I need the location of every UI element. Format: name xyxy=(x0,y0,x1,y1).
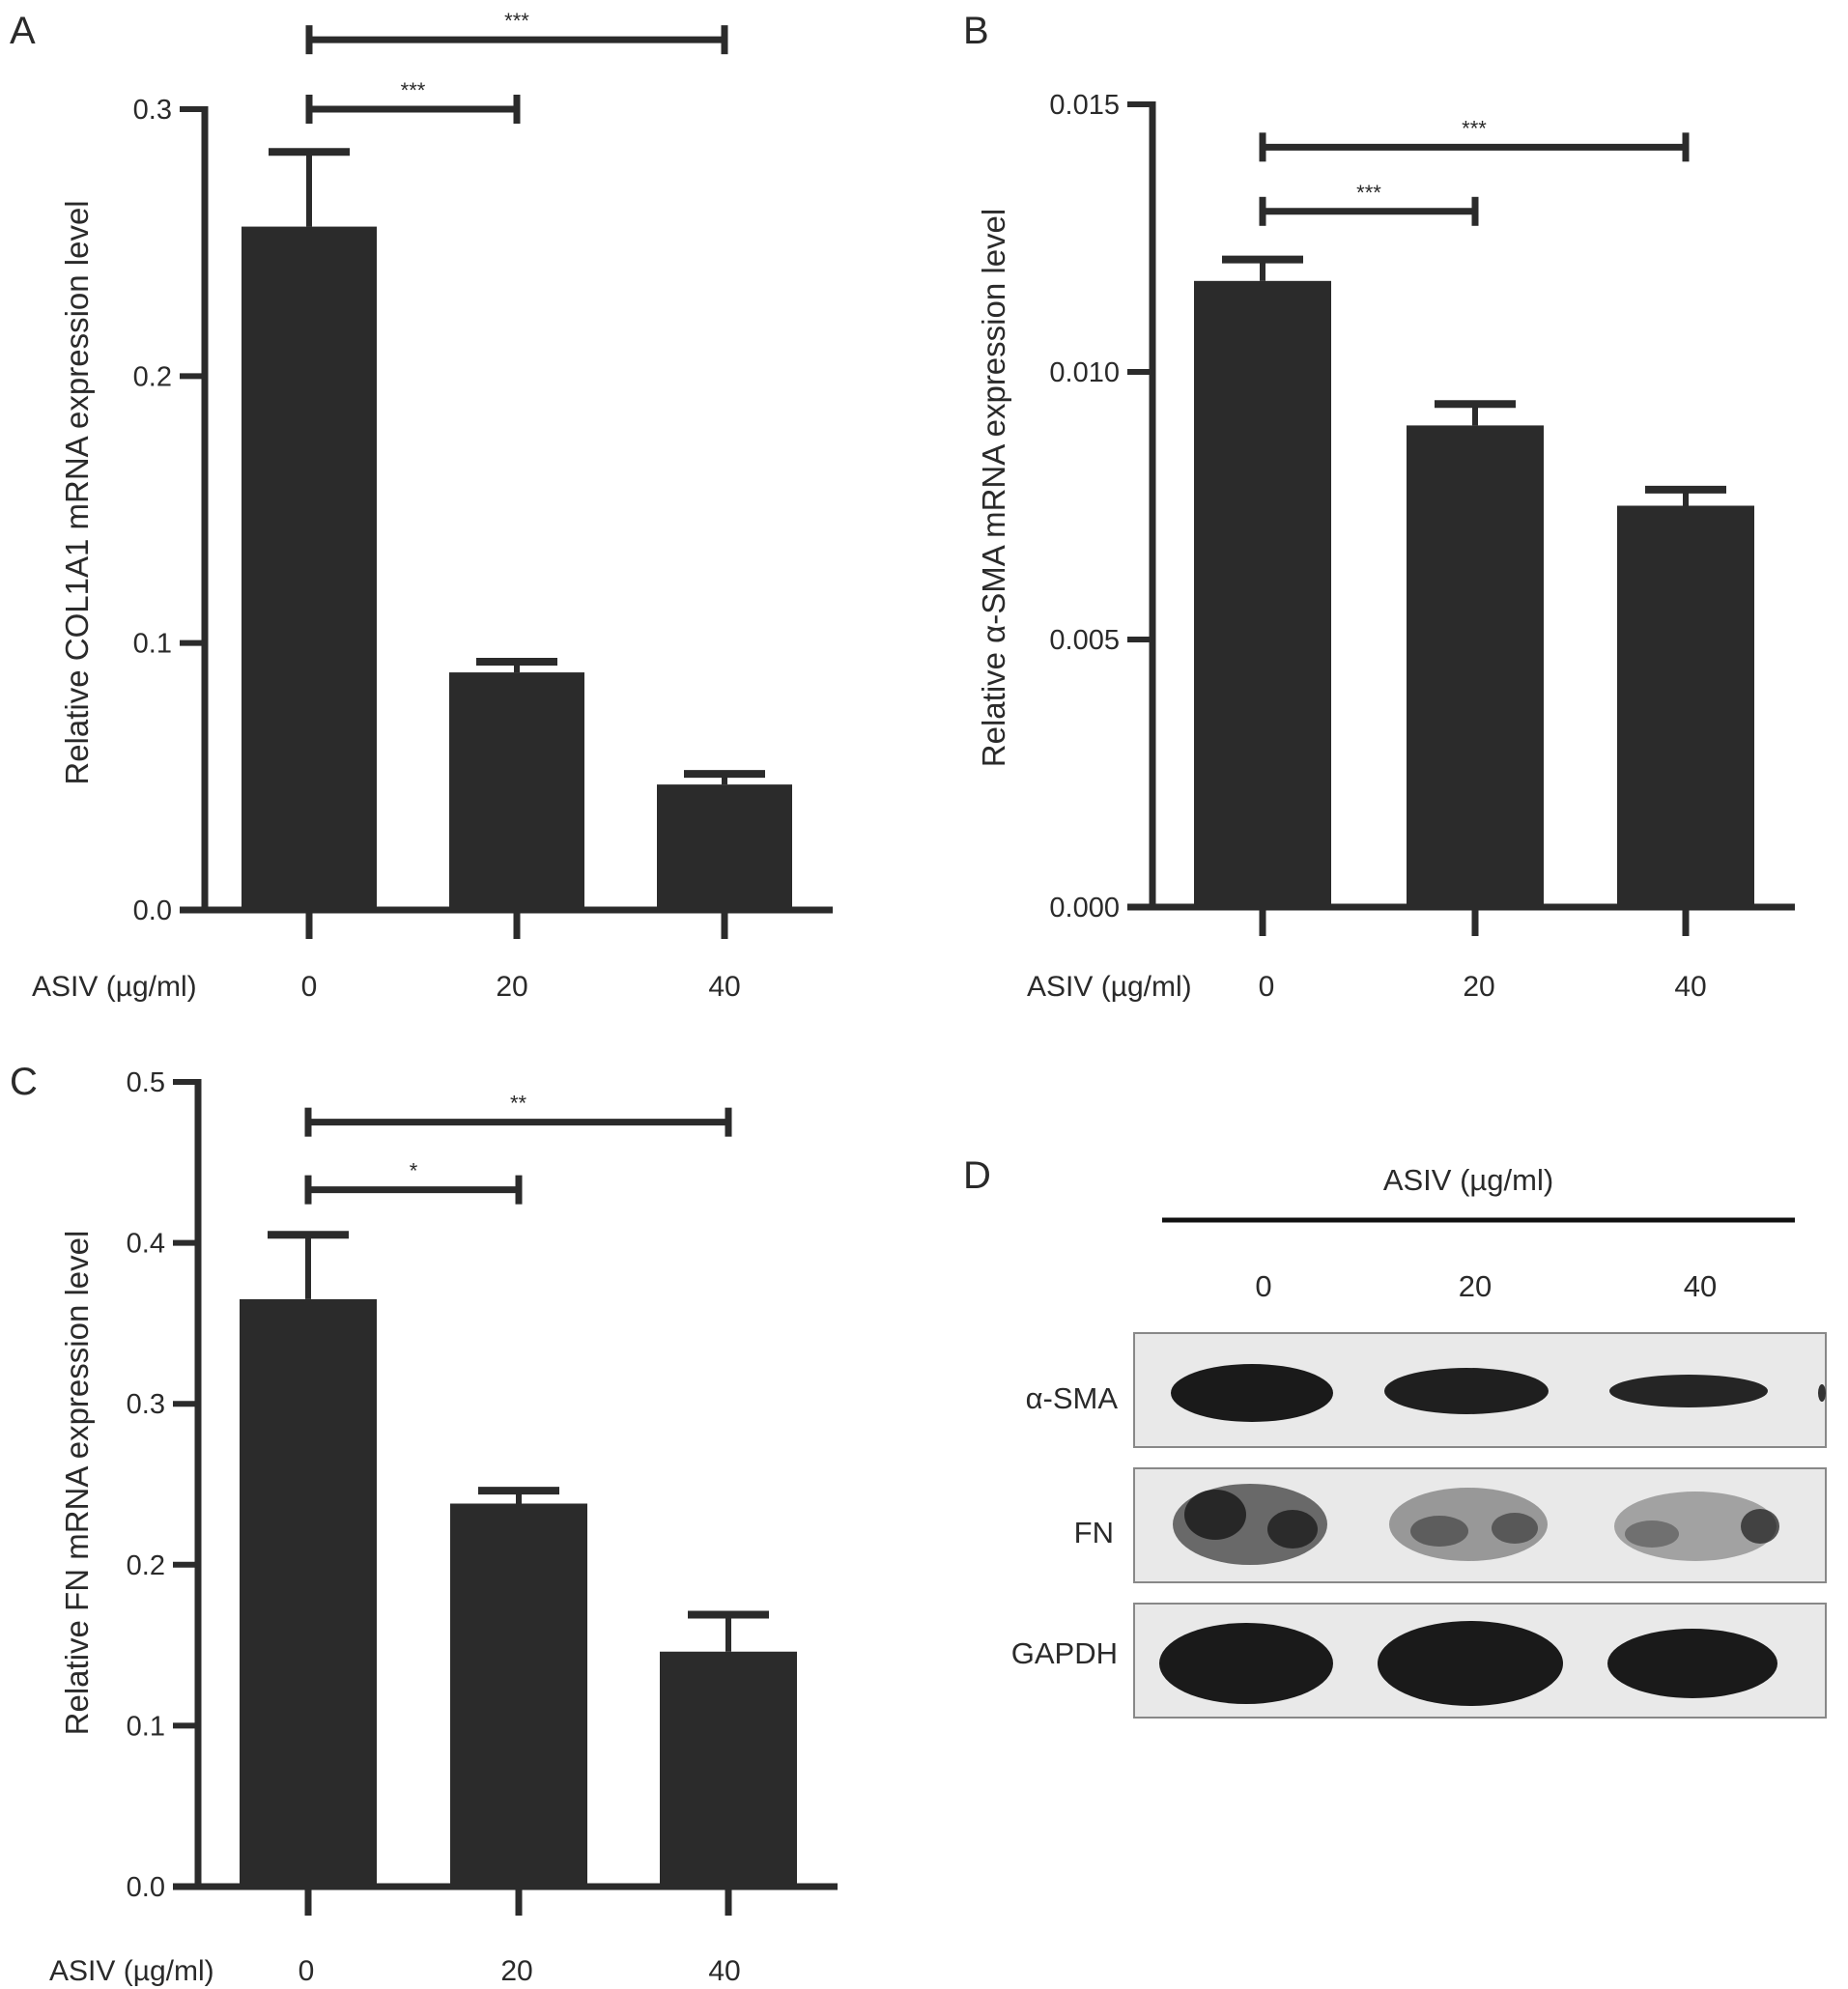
panel-a-bar-0 xyxy=(242,226,377,910)
panel-d-letter: D xyxy=(963,1154,991,1197)
panel-c-x-tick-label-40: 40 xyxy=(708,1955,740,1987)
panel-b-y-tick-label: 0.015 xyxy=(1049,90,1120,121)
panel-a-y-tick-label: 0.3 xyxy=(133,95,172,126)
panel-b-significance-label-0: *** xyxy=(1356,181,1381,205)
panel-a-y-tick-label: 0.0 xyxy=(133,895,172,926)
panel-c-significance-label-1: ** xyxy=(510,1092,527,1116)
blot-header-label: ASIV (µg/ml) xyxy=(1383,1163,1553,1197)
panel-a-significance-label-0: *** xyxy=(401,78,426,102)
blot-lane-label-20: 20 xyxy=(1459,1269,1492,1303)
blot-lane-label-0: 0 xyxy=(1255,1269,1271,1303)
panel-c-x-axis-label: ASIV (µg/ml) xyxy=(49,1955,214,1987)
panel-a-letter: A xyxy=(10,10,36,52)
panel-b-x-axis-label: ASIV (µg/ml) xyxy=(1027,971,1192,1003)
panel-b-bar-40 xyxy=(1617,505,1754,907)
panel-c-y-tick-label: 0.5 xyxy=(127,1067,165,1098)
panel-c-letter: C xyxy=(10,1061,38,1103)
panel-c-y-tick-label: 0.1 xyxy=(127,1711,165,1742)
panel-b: B Relative α-SMA mRNA expression level A… xyxy=(963,10,1795,1003)
panel-a-y-axis-label: Relative COL1A1 mRNA expression level xyxy=(59,200,95,784)
panel-a-x-axis-label: ASIV (µg/ml) xyxy=(32,971,197,1003)
blot-band-asma-20 xyxy=(1384,1368,1549,1414)
panel-a-x-tick-label-0: 0 xyxy=(301,971,318,1003)
panel-b-x-tick-label-20: 20 xyxy=(1463,971,1494,1003)
panel-d-western-blot: D ASIV (µg/ml) 0 20 40 α-SMA FN xyxy=(963,1154,1827,1719)
blot-band-fn-40 xyxy=(1614,1492,1779,1561)
panel-c-y-tick-label: 0.2 xyxy=(127,1550,165,1581)
panel-a-bar-40 xyxy=(657,784,792,910)
blot-row-label-asma: α-SMA xyxy=(1026,1381,1119,1415)
blot-band-gapdh-0 xyxy=(1159,1623,1333,1704)
panel-b-significance-label-1: *** xyxy=(1462,116,1487,140)
panel-c-y-tick-label: 0.0 xyxy=(127,1872,165,1903)
panel-b-letter: B xyxy=(963,10,989,52)
panel-a-significance-label-1: *** xyxy=(504,9,529,33)
panel-c: C Relative FN mRNA expression level ASIV… xyxy=(10,1061,838,1987)
blot-band-gapdh-40 xyxy=(1607,1629,1777,1698)
panel-c-y-axis-label: Relative FN mRNA expression level xyxy=(59,1231,95,1736)
panel-c-bar-0 xyxy=(240,1298,377,1887)
panel-a-y-tick-label: 0.1 xyxy=(133,629,172,660)
panel-b-y-tick-label: 0.000 xyxy=(1049,893,1120,923)
panel-c-bar-20 xyxy=(450,1503,587,1887)
panel-a: A Relative COL1A1 mRNA expression level … xyxy=(10,9,833,1003)
panel-b-x-tick-label-0: 0 xyxy=(1259,971,1275,1003)
panel-c-y-tick-label: 0.3 xyxy=(127,1389,165,1420)
panel-c-significance-label-0: * xyxy=(410,1159,418,1183)
panel-a-bar-20 xyxy=(449,672,584,910)
panel-c-bar-40 xyxy=(660,1651,797,1887)
panel-b-x-tick-label-40: 40 xyxy=(1674,971,1706,1003)
blot-row-label-gapdh: GAPDH xyxy=(1011,1636,1118,1670)
panel-b-bar-0 xyxy=(1194,280,1331,907)
blot-lane-label-40: 40 xyxy=(1684,1269,1717,1303)
panel-a-x-tick-label-40: 40 xyxy=(708,971,740,1003)
panel-b-y-tick-label: 0.005 xyxy=(1049,625,1120,656)
panel-c-x-tick-label-0: 0 xyxy=(299,1955,315,1987)
blot-band-asma-40 xyxy=(1609,1375,1768,1407)
blot-band-gapdh-20 xyxy=(1378,1621,1563,1706)
panel-c-y-tick-label: 0.4 xyxy=(127,1229,165,1260)
panel-a-y-tick-label: 0.2 xyxy=(133,361,172,392)
panel-b-y-axis-label: Relative α-SMA mRNA expression level xyxy=(976,209,1011,767)
blot-band-fn-20 xyxy=(1389,1488,1548,1561)
blot-band-asma-0 xyxy=(1171,1364,1333,1422)
blot-edge-mark xyxy=(1818,1384,1826,1402)
panel-a-x-tick-label-20: 20 xyxy=(496,971,527,1003)
blot-band-fn-0 xyxy=(1173,1484,1327,1565)
panel-b-y-tick-label: 0.010 xyxy=(1049,357,1120,388)
panel-c-x-tick-label-20: 20 xyxy=(500,1955,532,1987)
blot-row-label-fn: FN xyxy=(1074,1516,1114,1549)
panel-b-bar-20 xyxy=(1407,425,1544,907)
